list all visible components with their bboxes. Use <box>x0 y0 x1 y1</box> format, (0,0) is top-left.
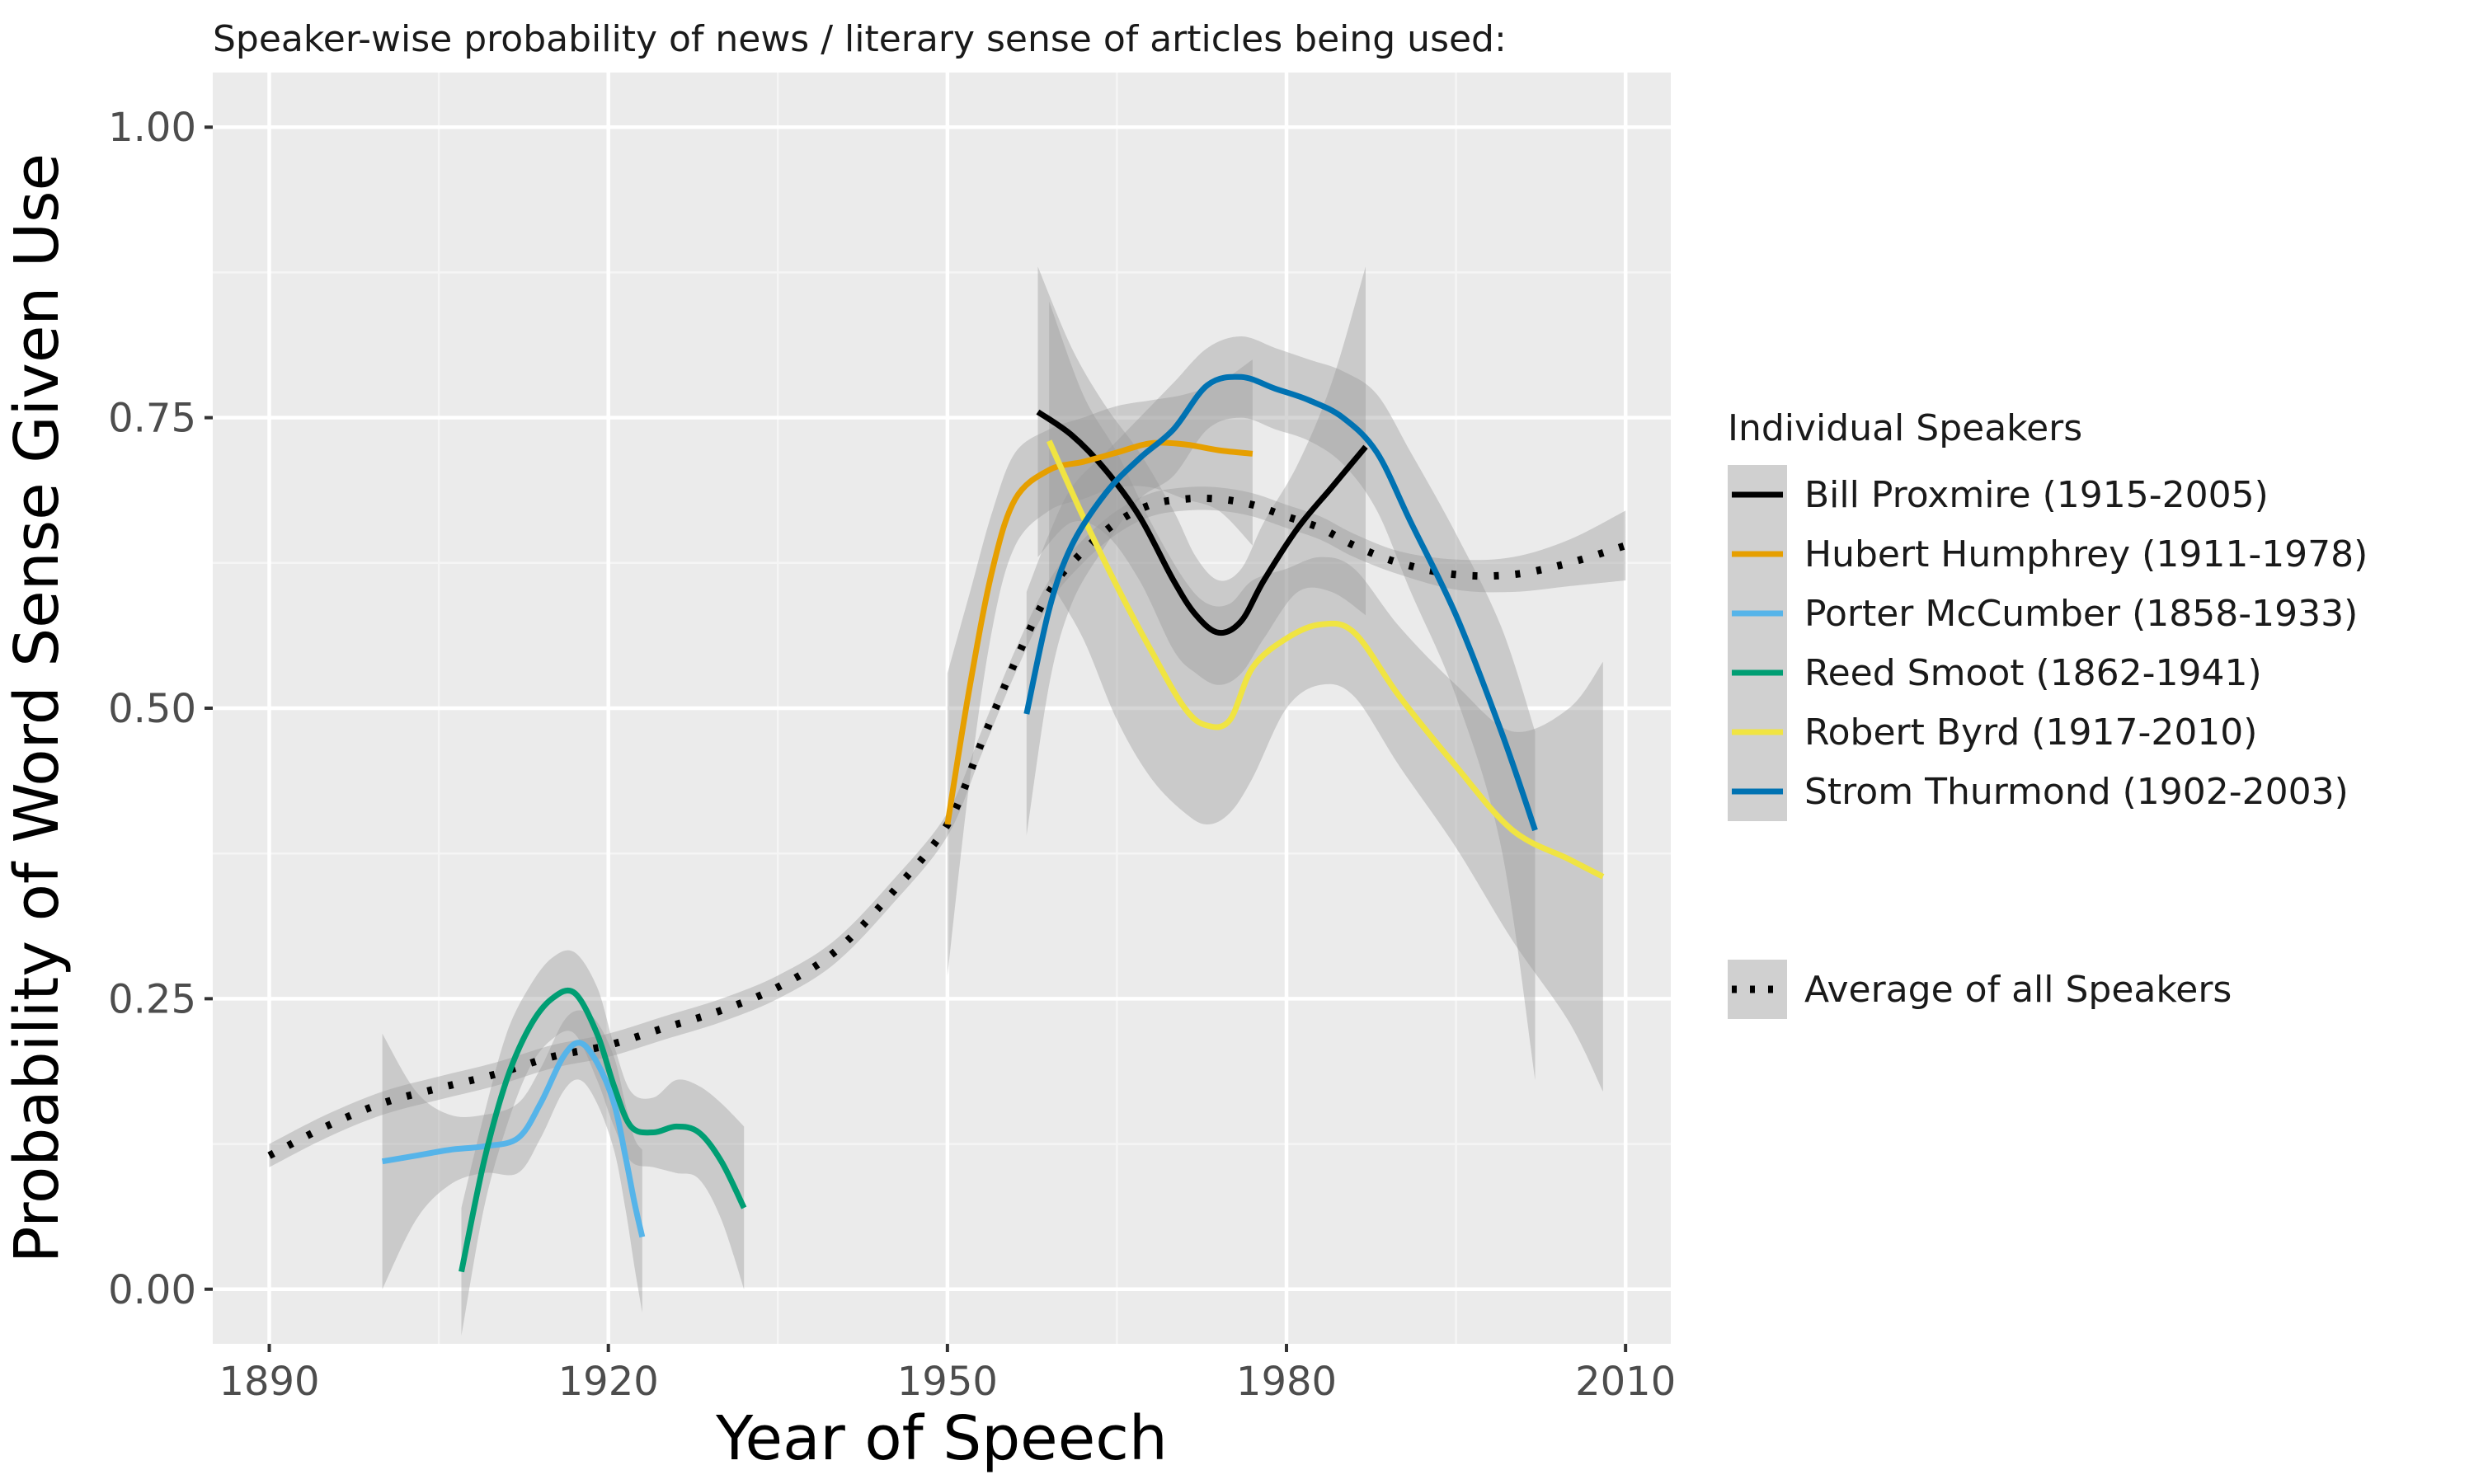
legend-item-reed-smoot: Reed Smoot (1862-1941) <box>1728 643 2262 702</box>
legend-item-average: Average of all Speakers <box>1728 960 2232 1019</box>
series-lines <box>267 373 1627 1273</box>
legend: Individual Speakers Bill Proxmire (1915-… <box>1728 407 2368 1019</box>
legend-label-bill-proxmire: Bill Proxmire (1915-2005) <box>1804 474 2269 516</box>
y-tick-label: 1.00 <box>108 105 196 151</box>
legend-item-porter-mccumber: Porter McCumber (1858-1933) <box>1728 584 2358 643</box>
band-bill-proxmire <box>1037 266 1366 685</box>
band-robert-byrd <box>1049 301 1603 1092</box>
chart-title: Speaker-wise probability of news / liter… <box>213 18 1507 60</box>
x-tick-label: 1980 <box>1236 1359 1337 1405</box>
legend-item-bill-proxmire: Bill Proxmire (1915-2005) <box>1728 465 2269 524</box>
band-reed-smoot <box>461 950 745 1336</box>
legend-label-reed-smoot: Reed Smoot (1862-1941) <box>1804 652 2262 694</box>
grid-major <box>213 73 1671 1344</box>
legend-label-hubert-humphrey: Hubert Humphrey (1911-1978) <box>1804 533 2368 575</box>
x-tick-label: 1920 <box>558 1359 659 1405</box>
band-hubert-humphrey <box>947 359 1253 976</box>
x-tick-label: 2010 <box>1575 1359 1676 1405</box>
y-axis: 0.00 0.25 0.50 0.75 1.00 <box>108 105 213 1313</box>
y-tick-label: 0.25 <box>108 976 196 1022</box>
y-tick-label: 0.75 <box>108 396 196 442</box>
x-axis: 1890 1920 1950 1980 2010 <box>219 1344 1676 1405</box>
x-axis-title: Year of Speech <box>715 1403 1168 1474</box>
y-axis-title: Probability of Word Sense Given Use <box>2 153 73 1263</box>
band-porter-mccumber <box>382 1010 642 1313</box>
line-reed-smoot <box>459 987 747 1273</box>
legend-label-average: Average of all Speakers <box>1804 969 2232 1011</box>
legend-label-robert-byrd: Robert Byrd (1917-2010) <box>1804 711 2257 754</box>
x-tick-label: 1890 <box>219 1359 319 1405</box>
y-tick-label: 0.00 <box>108 1267 196 1313</box>
line-robert-byrd <box>1047 439 1605 880</box>
y-tick-label: 0.50 <box>108 686 196 732</box>
x-tick-label: 1950 <box>897 1359 998 1405</box>
legend-item-robert-byrd: Robert Byrd (1917-2010) <box>1728 702 2257 762</box>
legend-item-strom-thurmond: Strom Thurmond (1902-2003) <box>1728 762 2349 821</box>
legend-item-hubert-humphrey: Hubert Humphrey (1911-1978) <box>1728 524 2368 584</box>
line-strom-thurmond <box>1023 373 1538 832</box>
legend-title: Individual Speakers <box>1728 407 2082 449</box>
legend-label-porter-mccumber: Porter McCumber (1858-1933) <box>1804 593 2358 635</box>
line-average-of-all-speakers <box>267 494 1627 1159</box>
line-bill-proxmire <box>1036 409 1368 636</box>
legend-label-strom-thurmond: Strom Thurmond (1902-2003) <box>1804 771 2349 813</box>
legend-key-average <box>1728 960 1787 1019</box>
line-porter-mccumber <box>381 1040 646 1238</box>
